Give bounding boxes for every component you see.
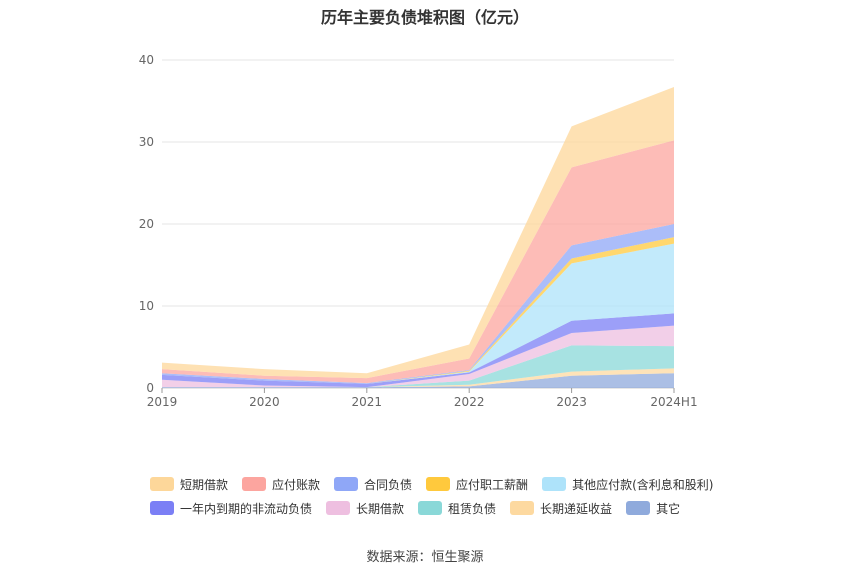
x-tick-label-3: 2022 xyxy=(454,395,485,409)
legend-label: 合同负债 xyxy=(364,477,413,492)
area-series-0 xyxy=(162,373,674,388)
legend-row: 短期借款 应付账款 合同负债 应付职工薪酬 其他应付款(含利息和股利) xyxy=(150,472,730,496)
x-tick-label-2: 2021 xyxy=(352,395,383,409)
legend: 短期借款 应付账款 合同负债 应付职工薪酬 其他应付款(含利息和股利) 一年内到期的非流动… xyxy=(150,472,730,520)
legend-swatch xyxy=(334,477,359,491)
stacked-area-chart: 0 10 20 30 40 2019 2020 2021 2022 2023 2024H1 xyxy=(139,53,698,409)
legend-row: 一年内到期的非流动负债 长期借款 租赁负债 长期递延收益 其它 xyxy=(150,496,730,520)
area-series-5 xyxy=(162,243,674,384)
area-series-7 xyxy=(162,224,674,384)
legend-item[interactable]: 其他应付款(含利息和股利) xyxy=(542,476,713,493)
legend-label: 应付账款 xyxy=(272,477,321,492)
legend-swatch xyxy=(150,477,174,491)
area-series-3 xyxy=(162,325,674,388)
legend-label: 一年内到期的非流动负债 xyxy=(180,501,313,516)
area-series-group xyxy=(162,87,674,388)
legend-swatch xyxy=(426,477,451,491)
area-series-9 xyxy=(162,87,674,379)
legend-swatch xyxy=(150,501,174,515)
x-tick-label-5: 2024H1 xyxy=(650,395,697,409)
legend-swatch xyxy=(626,501,651,515)
legend-label: 租赁负债 xyxy=(448,501,497,516)
legend-label: 其它 xyxy=(656,501,681,516)
chart-title: 历年主要负债堆积图（亿元） xyxy=(320,8,529,27)
x-tick-label-4: 2023 xyxy=(556,395,587,409)
legend-item[interactable]: 租赁负债 xyxy=(418,500,496,517)
legend-item[interactable]: 长期递延收益 xyxy=(510,500,612,517)
legend-item[interactable]: 长期借款 xyxy=(326,500,404,517)
y-tick-label-0: 0 xyxy=(146,381,154,395)
legend-item[interactable]: 其它 xyxy=(626,500,680,517)
y-tick-label-40: 40 xyxy=(139,53,154,67)
y-tick-label-20: 20 xyxy=(139,217,154,231)
legend-item[interactable]: 应付账款 xyxy=(242,476,320,493)
legend-swatch xyxy=(542,477,567,491)
legend-item[interactable]: 短期借款 xyxy=(150,476,228,493)
y-tick-label-30: 30 xyxy=(139,135,154,149)
area-series-4 xyxy=(162,313,674,388)
legend-item[interactable]: 合同负债 xyxy=(334,476,412,493)
legend-item[interactable]: 一年内到期的非流动负债 xyxy=(150,500,312,517)
area-series-6 xyxy=(162,237,674,384)
area-series-1 xyxy=(162,368,674,388)
legend-swatch xyxy=(510,501,535,515)
legend-swatch xyxy=(242,477,267,491)
legend-label: 短期借款 xyxy=(180,477,229,492)
x-tick-label-0: 2019 xyxy=(147,395,178,409)
legend-label: 其他应付款(含利息和股利) xyxy=(572,477,714,492)
axes: 0 10 20 30 40 2019 2020 2021 2022 2023 2024H1 xyxy=(139,53,698,409)
legend-label: 应付职工薪酬 xyxy=(456,477,529,492)
x-tick-label-1: 2020 xyxy=(249,395,280,409)
legend-label: 长期借款 xyxy=(356,501,405,516)
area-series-2 xyxy=(162,345,674,388)
legend-swatch xyxy=(326,501,351,515)
data-source: 数据来源：恒生聚源 xyxy=(366,550,484,565)
area-series-8 xyxy=(162,140,674,384)
legend-label: 长期递延收益 xyxy=(540,501,613,516)
y-tick-label-10: 10 xyxy=(139,299,154,313)
legend-swatch xyxy=(418,501,443,515)
legend-item[interactable]: 应付职工薪酬 xyxy=(426,476,528,493)
